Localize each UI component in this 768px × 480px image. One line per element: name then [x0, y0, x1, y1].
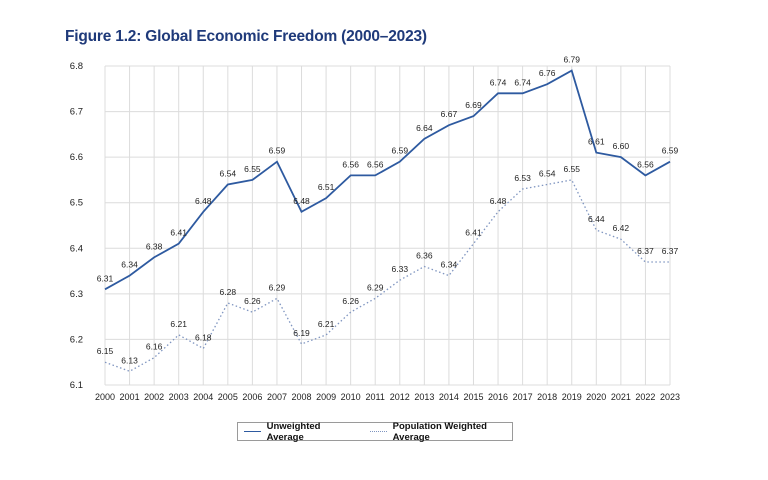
data-label: 6.48	[490, 196, 507, 206]
x-tick-label: 2022	[635, 392, 655, 402]
data-label: 6.55	[244, 164, 261, 174]
solid-line-swatch-icon	[244, 431, 261, 432]
data-label: 6.54	[539, 168, 556, 178]
data-label: 6.18	[195, 333, 212, 343]
data-label: 6.29	[367, 282, 384, 292]
legend-label: Unweighted Average	[266, 420, 321, 443]
x-axis-ticks: 2000 2001 2002 2003 2004 2005 2006 2007 2008 2009…	[95, 392, 680, 402]
x-tick-label: 2023	[660, 392, 680, 402]
legend-label: Population Weighted Average	[392, 420, 487, 443]
data-label: 6.44	[588, 214, 605, 224]
data-label: 6.48	[195, 196, 212, 206]
y-tick-label: 6.6	[70, 152, 83, 163]
x-tick-label: 2015	[463, 392, 483, 402]
data-label: 6.26	[244, 296, 261, 306]
data-label: 6.41	[170, 228, 187, 238]
y-tick-label: 6.4	[70, 243, 83, 254]
data-label: 6.33	[392, 264, 409, 274]
data-labels: 6.31 6.34 6.38 6.41 6.48 6.54 6.55 6.59 6.48 6.51…	[97, 55, 679, 366]
data-label: 6.26	[342, 296, 359, 306]
data-label: 6.42	[613, 223, 630, 233]
x-tick-label: 2014	[439, 392, 459, 402]
legend: Unweighted Average Population Weighted A…	[237, 421, 513, 443]
data-label: 6.21	[170, 319, 187, 329]
series-lines	[104, 69, 671, 373]
x-tick-label: 2007	[267, 392, 287, 402]
data-label: 6.37	[662, 246, 679, 256]
data-label: 6.28	[220, 287, 237, 297]
x-tick-label: 2002	[144, 392, 164, 402]
series-line-population-weighted	[104, 179, 670, 373]
data-label: 6.15	[97, 346, 114, 356]
y-axis-ticks: 6.1 6.2 6.3 6.4 6.5 6.6 6.7 6.8	[70, 61, 83, 391]
data-label: 6.74	[490, 77, 507, 87]
data-label: 6.59	[269, 146, 286, 156]
x-tick-label: 2012	[390, 392, 410, 402]
data-label: 6.34	[121, 260, 138, 270]
data-label: 6.16	[146, 342, 163, 352]
x-tick-label: 2004	[193, 392, 213, 402]
x-tick-label: 2019	[562, 392, 582, 402]
data-label: 6.37	[637, 246, 654, 256]
x-tick-label: 2021	[611, 392, 631, 402]
data-label: 6.31	[97, 273, 114, 283]
data-label: 6.60	[613, 141, 630, 151]
data-label: 6.48	[293, 196, 310, 206]
y-tick-label: 6.3	[70, 289, 83, 300]
data-label: 6.53	[514, 173, 531, 183]
data-label: 6.13	[121, 355, 138, 365]
x-tick-label: 2017	[513, 392, 533, 402]
data-label: 6.59	[662, 146, 679, 156]
data-label: 6.41	[465, 228, 482, 238]
x-tick-label: 2020	[586, 392, 606, 402]
figure-title: Figure 1.2: Global Economic Freedom (200…	[65, 28, 427, 45]
data-label: 6.76	[539, 68, 556, 78]
data-label: 6.74	[514, 77, 531, 87]
legend-item-unweighted: Unweighted Average	[244, 421, 344, 443]
data-label: 6.34	[441, 260, 458, 270]
data-label: 6.56	[367, 159, 384, 169]
x-tick-label: 2016	[488, 392, 508, 402]
y-tick-label: 6.5	[70, 198, 83, 209]
x-tick-label: 2008	[292, 392, 312, 402]
data-label: 6.56	[637, 159, 654, 169]
data-label: 6.54	[220, 168, 237, 178]
x-tick-label: 2011	[366, 392, 385, 402]
data-label: 6.69	[465, 100, 482, 110]
data-label: 6.67	[441, 109, 458, 119]
y-tick-label: 6.2	[70, 334, 83, 345]
x-tick-label: 2009	[316, 392, 336, 402]
legend-item-population-weighted: Population Weighted Average	[370, 421, 504, 443]
data-label: 6.38	[146, 241, 163, 251]
data-label: 6.79	[563, 55, 580, 65]
grid	[104, 65, 671, 386]
data-label: 6.55	[563, 164, 580, 174]
data-label: 6.56	[342, 159, 359, 169]
x-tick-label: 2018	[537, 392, 557, 402]
data-label: 6.64	[416, 123, 433, 133]
y-tick-label: 6.8	[70, 61, 83, 72]
x-tick-label: 2003	[169, 392, 189, 402]
series-line-unweighted	[104, 69, 671, 291]
data-label: 6.19	[293, 328, 310, 338]
data-label: 6.36	[416, 251, 433, 261]
x-tick-label: 2010	[341, 392, 361, 402]
data-label: 6.29	[269, 282, 286, 292]
x-tick-label: 2001	[120, 392, 140, 402]
x-tick-label: 2005	[218, 392, 238, 402]
dotted-line-swatch-icon	[370, 431, 387, 432]
y-tick-label: 6.1	[70, 380, 83, 391]
data-label: 6.21	[318, 319, 335, 329]
data-label: 6.59	[392, 146, 409, 156]
x-tick-label: 2000	[95, 392, 115, 402]
y-tick-label: 6.7	[70, 107, 83, 118]
x-tick-label: 2013	[414, 392, 434, 402]
x-tick-label: 2006	[242, 392, 262, 402]
data-label: 6.61	[588, 137, 605, 147]
data-label: 6.51	[318, 182, 335, 192]
